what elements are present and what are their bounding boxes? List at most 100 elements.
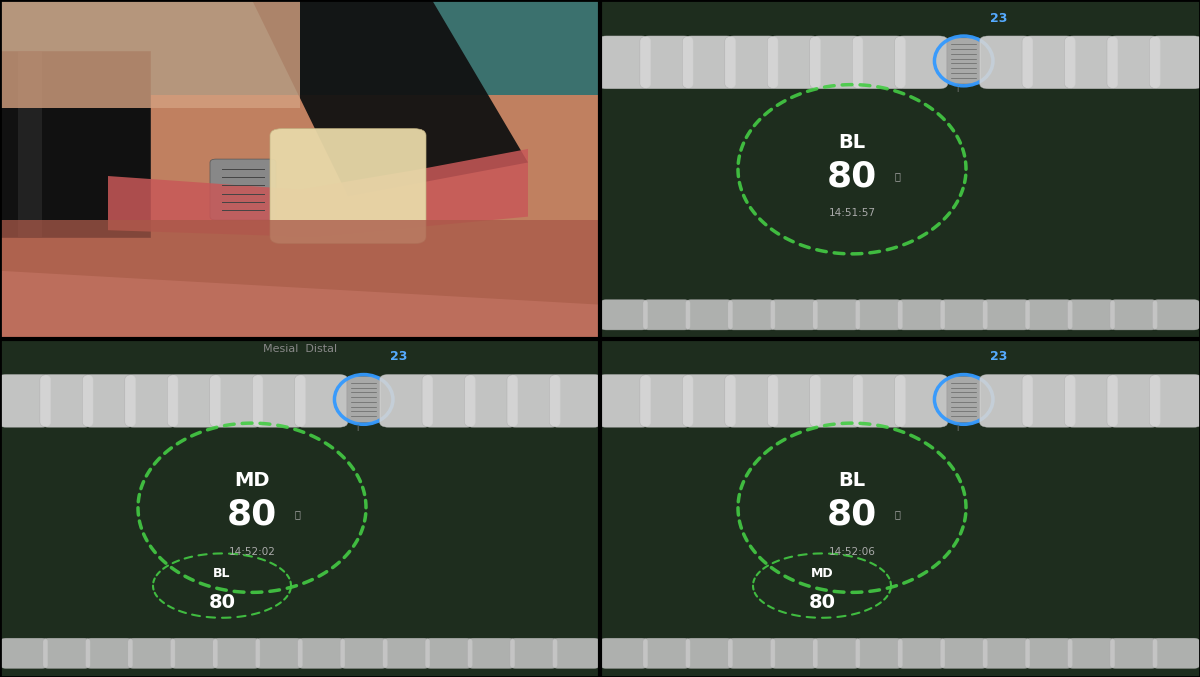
FancyBboxPatch shape (767, 36, 821, 89)
Text: 80: 80 (809, 593, 835, 612)
FancyBboxPatch shape (810, 374, 863, 427)
FancyBboxPatch shape (856, 638, 902, 668)
FancyBboxPatch shape (1150, 36, 1200, 89)
FancyBboxPatch shape (1068, 638, 1115, 668)
FancyBboxPatch shape (167, 374, 221, 427)
FancyBboxPatch shape (1068, 300, 1115, 330)
FancyBboxPatch shape (767, 374, 821, 427)
FancyBboxPatch shape (979, 374, 1033, 427)
FancyBboxPatch shape (947, 376, 980, 422)
FancyBboxPatch shape (1110, 300, 1157, 330)
FancyBboxPatch shape (643, 300, 690, 330)
Polygon shape (252, 0, 528, 196)
FancyBboxPatch shape (683, 36, 736, 89)
FancyBboxPatch shape (422, 374, 475, 427)
FancyBboxPatch shape (1106, 374, 1160, 427)
Text: 14:51:57: 14:51:57 (828, 209, 876, 218)
FancyBboxPatch shape (856, 300, 902, 330)
Polygon shape (0, 271, 600, 338)
Text: Mesial  Distal: Mesial Distal (263, 343, 337, 353)
FancyBboxPatch shape (295, 374, 348, 427)
FancyBboxPatch shape (979, 36, 1033, 89)
Text: ⓘ: ⓘ (894, 171, 900, 181)
FancyBboxPatch shape (685, 300, 732, 330)
FancyBboxPatch shape (1025, 300, 1072, 330)
FancyBboxPatch shape (643, 638, 690, 668)
FancyBboxPatch shape (1150, 374, 1200, 427)
Text: i: i (956, 424, 958, 433)
FancyBboxPatch shape (725, 374, 778, 427)
FancyBboxPatch shape (18, 51, 42, 237)
FancyBboxPatch shape (256, 638, 302, 668)
FancyBboxPatch shape (895, 374, 948, 427)
FancyBboxPatch shape (728, 638, 775, 668)
Text: 80: 80 (227, 498, 277, 531)
FancyBboxPatch shape (940, 300, 988, 330)
FancyBboxPatch shape (340, 638, 388, 668)
Text: i: i (956, 85, 958, 94)
FancyBboxPatch shape (252, 374, 305, 427)
FancyBboxPatch shape (550, 374, 602, 427)
FancyBboxPatch shape (40, 374, 94, 427)
FancyBboxPatch shape (1025, 638, 1072, 668)
FancyBboxPatch shape (983, 638, 1030, 668)
FancyBboxPatch shape (598, 36, 650, 89)
FancyBboxPatch shape (0, 51, 150, 237)
FancyBboxPatch shape (728, 300, 775, 330)
FancyBboxPatch shape (468, 638, 515, 668)
Text: 14:52:02: 14:52:02 (228, 547, 276, 556)
FancyBboxPatch shape (0, 374, 50, 427)
FancyBboxPatch shape (852, 374, 905, 427)
FancyBboxPatch shape (598, 374, 650, 427)
Text: 23: 23 (390, 351, 408, 364)
FancyBboxPatch shape (812, 638, 860, 668)
FancyBboxPatch shape (725, 36, 778, 89)
FancyBboxPatch shape (506, 374, 560, 427)
Text: 80: 80 (827, 159, 877, 193)
FancyBboxPatch shape (898, 300, 944, 330)
FancyBboxPatch shape (0, 0, 600, 95)
FancyBboxPatch shape (1152, 638, 1200, 668)
FancyBboxPatch shape (0, 638, 48, 668)
Text: 23: 23 (990, 12, 1008, 25)
FancyBboxPatch shape (640, 374, 694, 427)
FancyBboxPatch shape (347, 376, 380, 422)
FancyBboxPatch shape (685, 638, 732, 668)
Text: ⓘ: ⓘ (894, 510, 900, 519)
FancyBboxPatch shape (43, 638, 90, 668)
FancyBboxPatch shape (270, 129, 426, 244)
FancyBboxPatch shape (210, 374, 263, 427)
Text: MD: MD (811, 567, 833, 580)
FancyBboxPatch shape (640, 36, 694, 89)
FancyBboxPatch shape (170, 638, 217, 668)
FancyBboxPatch shape (683, 374, 736, 427)
Text: BL: BL (839, 471, 865, 490)
FancyBboxPatch shape (947, 38, 980, 84)
FancyBboxPatch shape (85, 638, 132, 668)
FancyBboxPatch shape (383, 638, 430, 668)
FancyBboxPatch shape (600, 300, 648, 330)
FancyBboxPatch shape (1022, 374, 1075, 427)
FancyBboxPatch shape (379, 374, 433, 427)
FancyBboxPatch shape (898, 638, 944, 668)
Text: BL: BL (839, 133, 865, 152)
Polygon shape (108, 149, 528, 237)
FancyBboxPatch shape (770, 300, 817, 330)
FancyBboxPatch shape (210, 159, 276, 220)
FancyBboxPatch shape (0, 220, 600, 338)
FancyBboxPatch shape (212, 638, 260, 668)
Text: BL: BL (214, 567, 230, 580)
FancyBboxPatch shape (983, 300, 1030, 330)
Text: MD: MD (234, 471, 270, 490)
FancyBboxPatch shape (125, 374, 178, 427)
FancyBboxPatch shape (128, 638, 175, 668)
FancyBboxPatch shape (1022, 36, 1075, 89)
FancyBboxPatch shape (895, 36, 948, 89)
FancyBboxPatch shape (0, 0, 600, 338)
Text: i: i (356, 424, 358, 433)
Text: 80: 80 (827, 498, 877, 531)
Text: 23: 23 (990, 351, 1008, 364)
FancyBboxPatch shape (1064, 36, 1117, 89)
FancyBboxPatch shape (1110, 638, 1157, 668)
FancyBboxPatch shape (425, 638, 472, 668)
